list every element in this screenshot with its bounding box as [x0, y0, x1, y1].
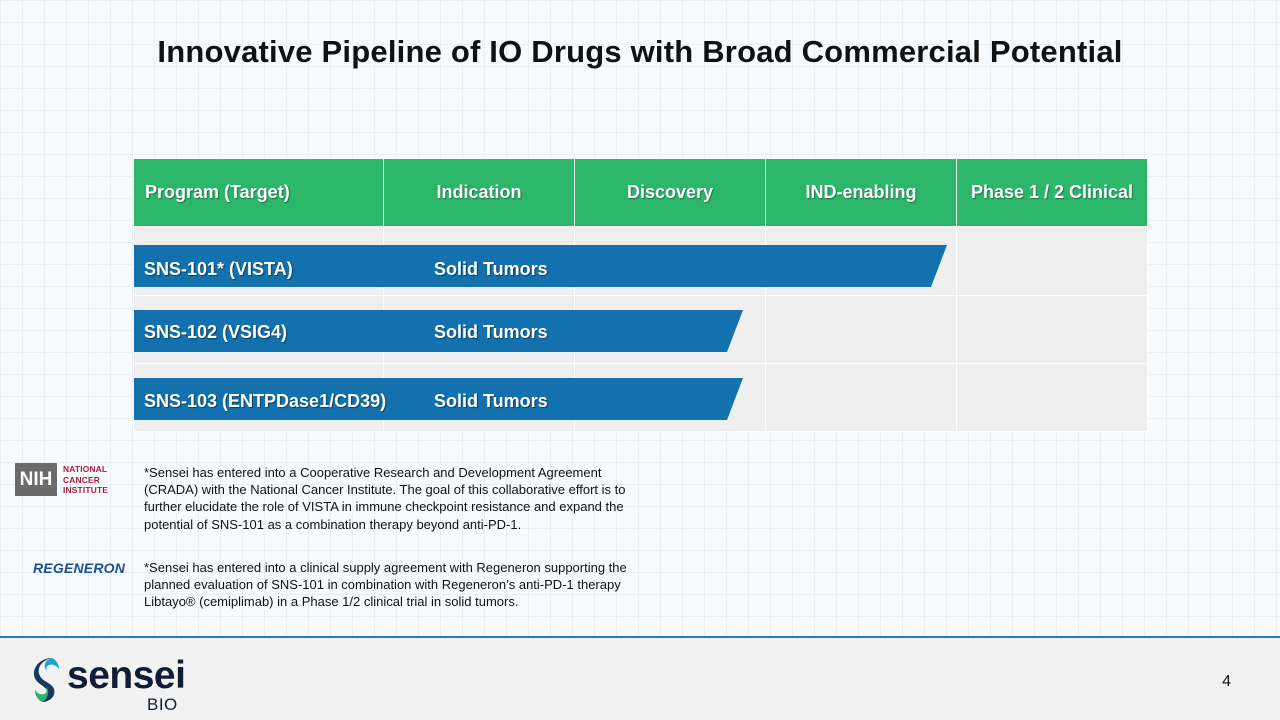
nih-logo-line: NATIONAL: [63, 464, 108, 474]
indication-sns-101: Solid Tumors: [434, 259, 548, 279]
page-number: 4: [1222, 673, 1231, 690]
sensei-logo-word: sensei: [67, 654, 186, 697]
sensei-logo-icon: [33, 658, 59, 702]
table-cell: [957, 227, 1148, 296]
progress-bar-sns-101: [134, 245, 947, 287]
sensei-logo-tm: ™: [177, 661, 183, 667]
nih-logo-line: CANCER: [63, 474, 101, 485]
progress-bar-sns-102: [134, 310, 743, 352]
header-phase-1-2-clinical: Phase 1 / 2 Clinical: [957, 159, 1148, 227]
indication-sns-103: Solid Tumors: [434, 391, 548, 411]
header-ind-enabling: IND-enabling: [766, 159, 957, 227]
nih-note: *Sensei has entered into a Cooperative R…: [144, 465, 626, 532]
footer: sensei ™ BIO 4: [0, 636, 1280, 720]
table-cell: [957, 296, 1148, 364]
header-discovery: Discovery: [575, 159, 766, 227]
program-name-sns-101: SNS-101* (VISTA): [144, 259, 293, 279]
indication-sns-102: Solid Tumors: [434, 322, 548, 342]
table-cell: [957, 364, 1148, 432]
regeneron-logo: REGENERON: [33, 560, 126, 576]
nih-logo: NIH NATIONAL CANCER INSTITUTE: [15, 463, 117, 496]
regeneron-note: *Sensei has entered into a clinical supp…: [144, 560, 627, 610]
table-cell: [766, 364, 957, 432]
table-cell: [766, 296, 957, 364]
nih-logo-line: INSTITUTE: [63, 485, 109, 495]
header-indication: Indication: [384, 159, 575, 227]
progress-bar-sns-103: [134, 378, 743, 420]
slide-title: Innovative Pipeline of IO Drugs with Bro…: [157, 34, 1123, 69]
header-program: Program (Target): [134, 159, 384, 227]
program-name-sns-103: SNS-103 (ENTPDase1/CD39): [144, 391, 387, 411]
sensei-logo-bio: BIO: [147, 695, 178, 714]
nih-logo-box: NIH: [15, 463, 57, 496]
nih-logo-text: NATIONAL CANCER INSTITUTE: [63, 464, 108, 496]
program-name-sns-102: SNS-102 (VSIG4): [144, 322, 288, 342]
